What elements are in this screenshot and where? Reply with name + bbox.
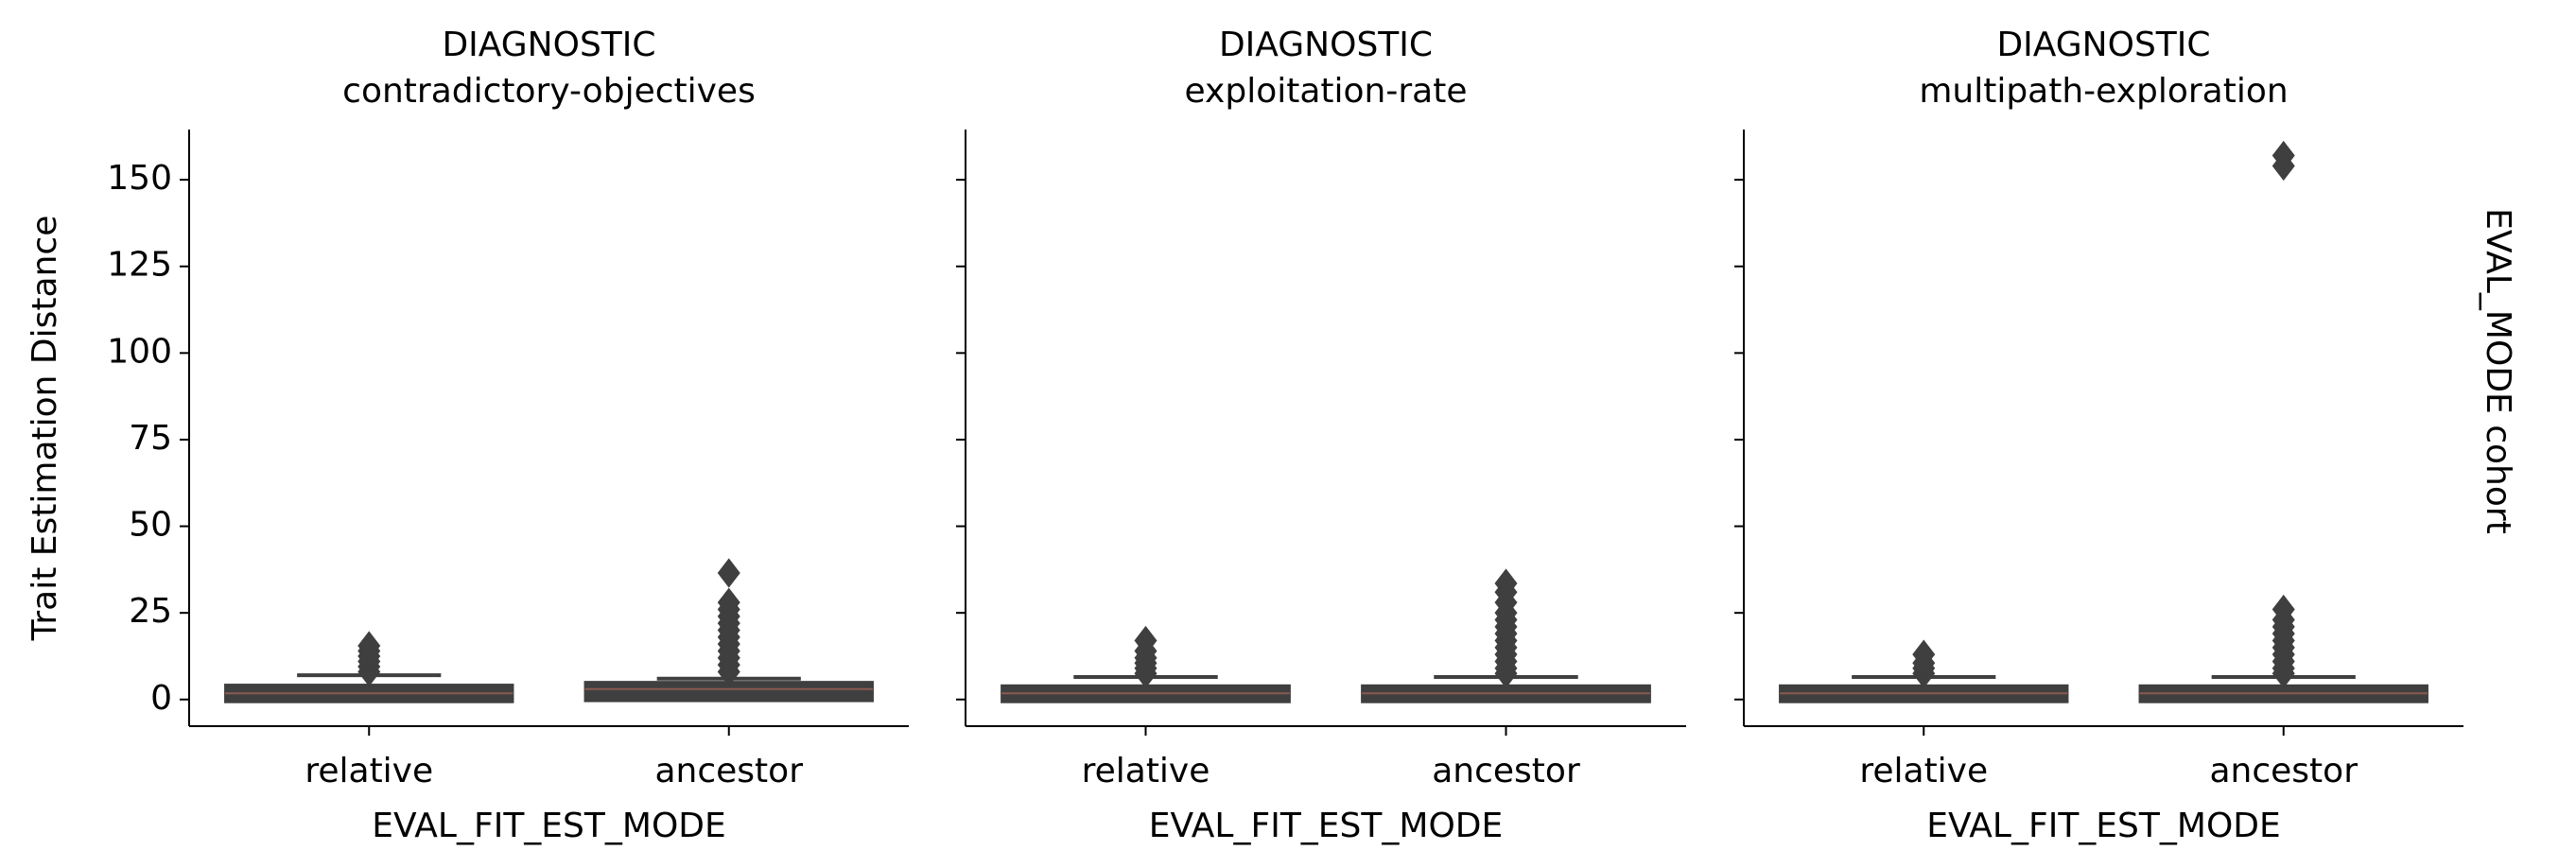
- panel-subtitle: contradictory-objectives: [342, 72, 756, 111]
- outlier: [2271, 594, 2295, 625]
- outlier: [1494, 568, 1518, 599]
- outlier: [1912, 639, 1936, 669]
- x-axis-label: EVAL_FIT_EST_MODE: [1926, 807, 2281, 845]
- x-tick-label: ancestor: [1432, 752, 1580, 790]
- panel-title: DIAGNOSTIC: [1219, 26, 1433, 64]
- panel-subtitle: multipath-exploration: [1919, 72, 2288, 111]
- y-tick-label: 150: [107, 159, 172, 198]
- y-axis-label: Trait Estimation Distance: [26, 216, 64, 642]
- x-axis-label: EVAL_FIT_EST_MODE: [1149, 807, 1504, 845]
- outlier: [1134, 625, 1157, 656]
- y-tick-label: 0: [150, 679, 172, 718]
- x-tick-label: relative: [305, 752, 433, 790]
- panel-title: DIAGNOSTIC: [1996, 26, 2210, 64]
- y-tick-label: 50: [129, 506, 172, 545]
- y-tick-label: 125: [107, 246, 172, 285]
- y-tick-label: 75: [129, 419, 172, 458]
- x-tick-label: ancestor: [654, 752, 803, 790]
- x-tick-label: relative: [1082, 752, 1210, 790]
- x-tick-label: relative: [1859, 752, 1988, 790]
- outlier: [717, 558, 740, 588]
- y-tick-label: 100: [107, 332, 172, 371]
- outlier: [717, 587, 740, 617]
- panel-title: DIAGNOSTIC: [442, 26, 655, 64]
- outlier: [357, 631, 381, 661]
- x-tick-label: ancestor: [2209, 752, 2358, 790]
- y-tick-label: 25: [129, 592, 172, 631]
- outlier: [2271, 140, 2295, 171]
- row-label: EVAL_MODE cohort: [2479, 208, 2517, 534]
- panel-subtitle: exploitation-rate: [1185, 72, 1468, 111]
- x-axis-label: EVAL_FIT_EST_MODE: [372, 807, 726, 845]
